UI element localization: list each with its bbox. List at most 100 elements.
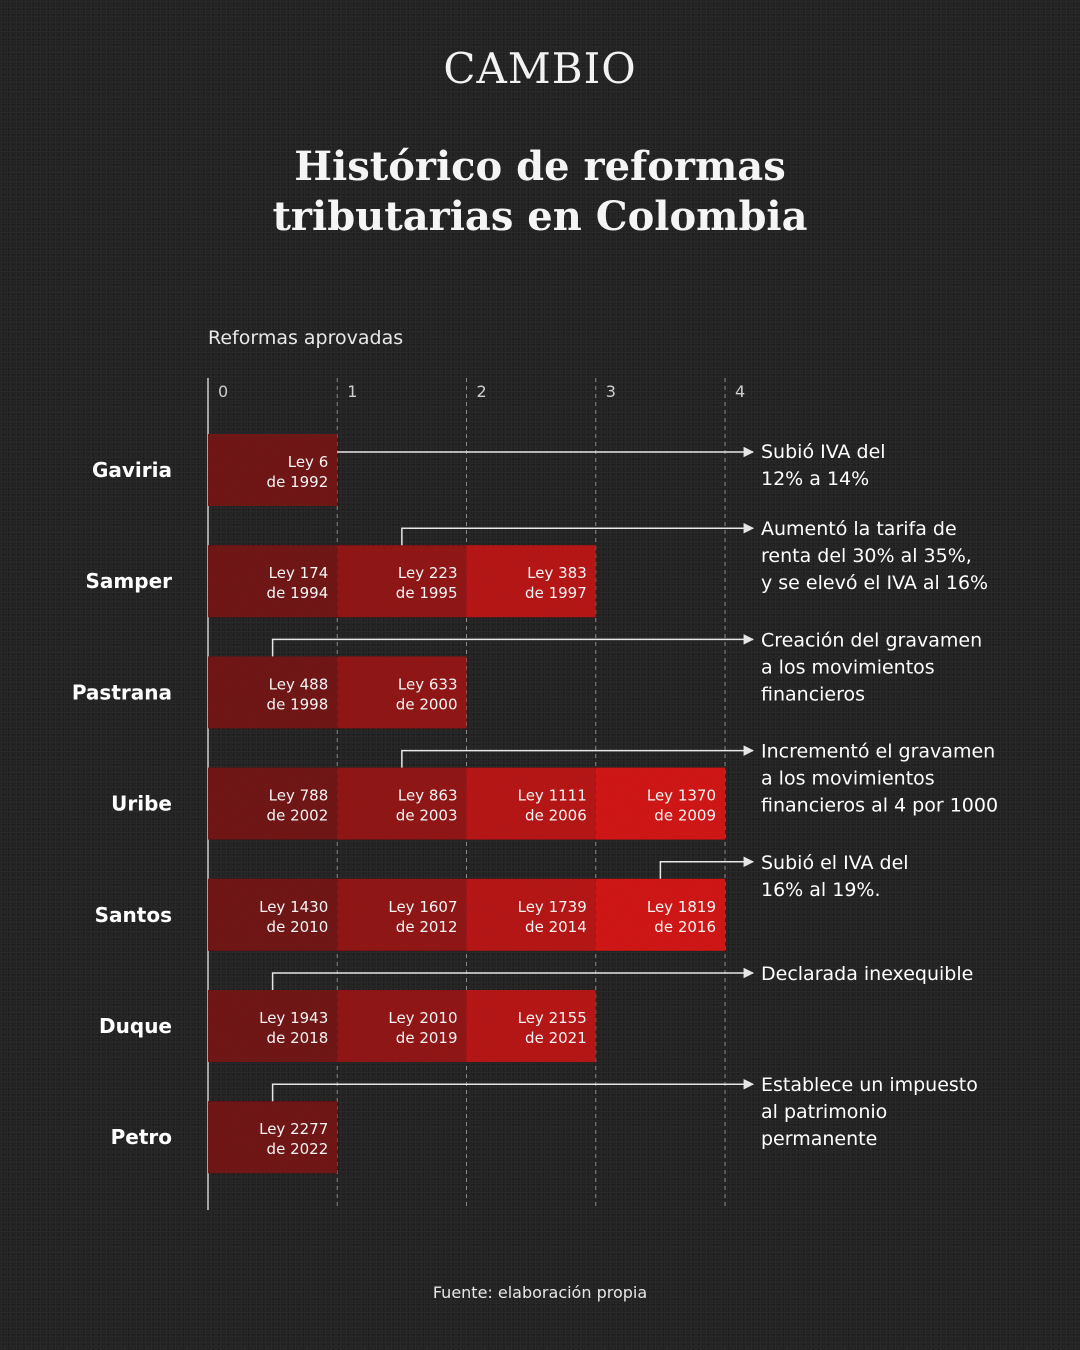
segment-label: de 2021 <box>525 1029 587 1047</box>
category-label: Santos <box>95 903 172 927</box>
title-line-2: tributarias en Colombia <box>272 193 808 240</box>
segment-label: Ley 383 <box>527 564 587 582</box>
bar-segment <box>208 545 338 618</box>
segment-label: de 2012 <box>396 918 458 936</box>
segment-label: Ley 1111 <box>518 787 587 805</box>
category-label: Pastrana <box>72 680 172 704</box>
category-label: Duque <box>99 1014 172 1038</box>
source-note: Fuente: elaboración propia <box>432 1283 648 1302</box>
annotation-text: Subió el IVA del <box>761 852 909 874</box>
segment-label: Ley 174 <box>269 564 329 582</box>
segment-label: de 1995 <box>396 584 458 602</box>
annotation-text: y se elevó el IVA al 16% <box>761 572 988 594</box>
bar-segment <box>466 878 596 951</box>
annotation-text: a los movimientos <box>761 656 935 678</box>
category-label: Samper <box>86 569 173 593</box>
annotation-text: 12% a 14% <box>761 468 869 490</box>
segment-label: de 2009 <box>654 807 716 825</box>
segment-label: Ley 1943 <box>259 1009 328 1027</box>
segment-label: de 2014 <box>525 918 587 936</box>
annotation-text: 16% al 19%. <box>761 879 881 901</box>
segment-label: de 1994 <box>267 584 329 602</box>
segment-label: de 2019 <box>396 1029 458 1047</box>
bar-segment <box>337 878 467 951</box>
segment-label: de 1998 <box>267 695 329 713</box>
x-tick-label: 3 <box>606 382 616 401</box>
bar-segment <box>208 878 338 951</box>
category-labels: Gaviria Samper Pastrana Uribe Santos Duque Pet… <box>72 458 172 1149</box>
bar-segment <box>595 878 725 951</box>
x-axis-label: Reformas aprovadas <box>208 327 403 349</box>
annotation-connector <box>271 634 755 657</box>
segment-label: Ley 1819 <box>647 898 716 916</box>
annotation-text: Aumentó la tarifa de <box>761 518 957 540</box>
segment-label: Ley 1430 <box>259 898 328 916</box>
annotation-text: Declarada inexequible <box>761 963 973 985</box>
chart-title: Histórico de reformas tributarias en Col… <box>0 142 1080 242</box>
bar-segment <box>337 767 467 840</box>
segment-label: Ley 488 <box>269 675 329 693</box>
segment-label: de 2022 <box>267 1140 329 1158</box>
bar-segment <box>595 767 725 840</box>
bar-segment <box>208 767 338 840</box>
segment-label: de 1992 <box>267 473 329 491</box>
segment-label: Ley 223 <box>398 564 458 582</box>
segment-label: Ley 788 <box>269 787 329 805</box>
x-tick-label: 2 <box>477 382 487 401</box>
category-label: Uribe <box>111 792 172 816</box>
annotation-text: al patrimonio <box>761 1101 887 1123</box>
segment-label: Ley 1607 <box>388 898 457 916</box>
bar-segment <box>466 545 596 618</box>
annotation-text: Subió IVA del <box>761 441 886 463</box>
annotation-text: Creación del gravamen <box>761 629 982 651</box>
annotation-text: a los movimientos <box>761 768 935 790</box>
annotation-text: permanente <box>761 1128 877 1150</box>
segment-label: de 2010 <box>267 918 329 936</box>
segment-label: de 2016 <box>654 918 716 936</box>
bar-segment <box>466 990 596 1062</box>
title-line-1: Histórico de reformas <box>294 143 786 190</box>
segment-label: Ley 2155 <box>518 1009 587 1027</box>
segment-label: de 2003 <box>396 807 458 825</box>
annotation-connector <box>271 967 755 990</box>
annotation-text: renta del 30% al 35%, <box>761 545 972 567</box>
x-tick-label: 0 <box>218 382 228 401</box>
annotation-text: financieros al 4 por 1000 <box>761 795 998 817</box>
annotation-text: financieros <box>761 683 865 705</box>
bar-segment <box>337 990 467 1062</box>
x-axis-ticks: 0 1 2 3 4 <box>218 382 745 401</box>
x-tick-label: 1 <box>347 382 357 401</box>
annotation-connector <box>271 1078 755 1102</box>
category-label: Gaviria <box>92 458 172 482</box>
segment-label: de 2002 <box>267 807 329 825</box>
annotation-connector <box>659 856 755 879</box>
bars: Ley 6 de 1992 Ley 174 de 1994 Ley 223 de 1995… <box>208 434 725 1174</box>
segment-label: Ley 2010 <box>388 1009 457 1027</box>
segment-label: Ley 2277 <box>259 1120 328 1138</box>
segment-label: Ley 1370 <box>647 787 716 805</box>
brand-logo: CAMBIO <box>443 44 637 93</box>
bar-segment <box>337 656 467 729</box>
bar-segment <box>208 434 338 506</box>
segment-label: Ley 1739 <box>518 898 587 916</box>
segment-label: de 2018 <box>267 1029 329 1047</box>
bar-segment <box>208 656 338 729</box>
annotation-connector <box>401 522 755 546</box>
annotation-text: Incrementó el gravamen <box>761 741 995 763</box>
annotations: Subió IVA del 12% a 14% Aumentó la tarifa … <box>271 441 998 1150</box>
segment-label: Ley 6 <box>288 453 329 471</box>
segment-label: de 2000 <box>396 695 458 713</box>
bar-segment <box>466 767 596 840</box>
category-label: Petro <box>111 1125 172 1149</box>
annotation-connector <box>401 745 755 768</box>
annotation-text: Establece un impuesto <box>761 1074 978 1096</box>
x-tick-label: 4 <box>735 382 745 401</box>
segment-label: de 2006 <box>525 807 587 825</box>
segment-label: Ley 633 <box>398 675 458 693</box>
bar-segment <box>208 1101 338 1174</box>
segment-label: Ley 863 <box>398 787 458 805</box>
bar-segment <box>337 545 467 618</box>
bar-segment <box>208 990 338 1062</box>
segment-label: de 1997 <box>525 584 587 602</box>
